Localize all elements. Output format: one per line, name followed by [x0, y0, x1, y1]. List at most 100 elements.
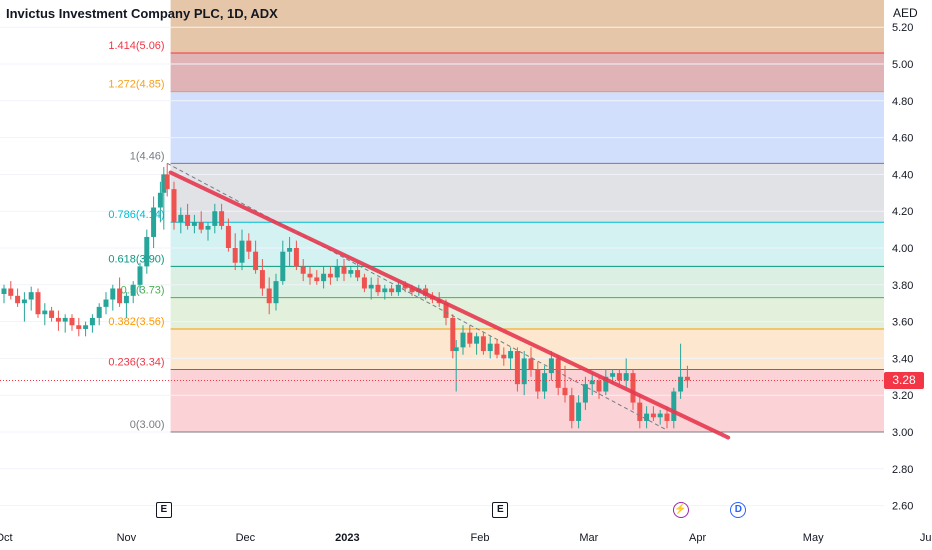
candle-body[interactable] — [232, 248, 238, 263]
candle-body[interactable] — [287, 248, 293, 252]
candle-body[interactable] — [96, 306, 102, 318]
candle-body[interactable] — [144, 236, 150, 267]
candle-body[interactable] — [443, 303, 449, 318]
candle-body[interactable] — [273, 281, 279, 304]
candle-body[interactable] — [300, 266, 306, 274]
candle-body[interactable] — [246, 240, 252, 252]
candle-body[interactable] — [460, 332, 466, 348]
candle-body[interactable] — [130, 284, 136, 296]
candle-body[interactable] — [450, 317, 456, 352]
candle-body[interactable] — [596, 380, 602, 392]
candle-body[interactable] — [494, 343, 500, 355]
candle-body[interactable] — [28, 292, 34, 300]
candle-body[interactable] — [657, 413, 663, 418]
candle-body[interactable] — [382, 288, 388, 293]
candle-body[interactable] — [205, 225, 211, 230]
candle-body[interactable] — [487, 343, 493, 352]
candle-body[interactable] — [637, 402, 643, 421]
candle-body[interactable] — [542, 373, 548, 392]
candle-body[interactable] — [49, 310, 55, 318]
candle-body[interactable] — [35, 292, 41, 315]
candle-body[interactable] — [89, 317, 95, 326]
candle-body[interactable] — [402, 284, 408, 289]
candle-body[interactable] — [603, 376, 609, 392]
candle-body[interactable] — [293, 248, 299, 267]
symbol-title[interactable]: Invictus Investment Company PLC, 1D, ADX — [6, 6, 278, 21]
candle-body[interactable] — [630, 373, 636, 403]
candle-body[interactable] — [616, 373, 622, 381]
candle-body[interactable] — [69, 317, 75, 326]
candle-body[interactable] — [395, 284, 401, 293]
candle-body[interactable] — [83, 325, 89, 329]
candle-body[interactable] — [327, 273, 333, 278]
candle-body[interactable] — [375, 284, 381, 293]
candle-body[interactable] — [321, 273, 327, 282]
candle-body[interactable] — [15, 295, 21, 304]
candle-body[interactable] — [678, 376, 684, 392]
candle-body[interactable] — [110, 288, 116, 300]
candle-body[interactable] — [178, 214, 184, 223]
candle-body[interactable] — [355, 270, 361, 278]
candle-body[interactable] — [212, 211, 218, 226]
candle-body[interactable] — [191, 222, 197, 226]
candle-body[interactable] — [103, 299, 109, 307]
candle-body[interactable] — [225, 225, 231, 248]
candle-body[interactable] — [671, 391, 677, 421]
earnings-marker-nov[interactable]: E — [155, 502, 172, 518]
dividend-bolt-marker[interactable]: ⚡ — [672, 502, 689, 518]
candle-body[interactable] — [259, 270, 265, 289]
candle-body[interactable] — [684, 376, 690, 381]
candle-body[interactable] — [157, 192, 163, 208]
candle-body[interactable] — [650, 413, 656, 418]
candle-body[interactable] — [1, 288, 7, 294]
candle-body[interactable] — [42, 310, 48, 315]
candle-body[interactable] — [589, 380, 595, 385]
candle-body[interactable] — [548, 358, 554, 374]
candle-body[interactable] — [623, 373, 629, 381]
candle-body[interactable] — [185, 214, 191, 226]
candle-body[interactable] — [117, 288, 123, 304]
candle-body[interactable] — [576, 402, 582, 421]
candle-body[interactable] — [569, 395, 575, 421]
candle-body[interactable] — [161, 174, 167, 193]
candle-body[interactable] — [334, 266, 340, 278]
candle-body[interactable] — [164, 174, 170, 190]
candle-body[interactable] — [253, 251, 259, 271]
candle-body[interactable] — [582, 384, 588, 403]
candle-body[interactable] — [644, 413, 650, 421]
candle-body[interactable] — [555, 358, 561, 388]
candle-body[interactable] — [562, 387, 568, 396]
candle-body[interactable] — [368, 284, 374, 289]
candle-body[interactable] — [171, 189, 177, 223]
candle-body[interactable] — [314, 277, 320, 282]
candle-body[interactable] — [151, 207, 157, 237]
candle-body[interactable] — [467, 332, 473, 344]
candle-body[interactable] — [664, 413, 670, 421]
candle-body[interactable] — [280, 251, 286, 282]
candle-body[interactable] — [8, 288, 14, 296]
candle-body[interactable] — [508, 351, 514, 359]
candle-body[interactable] — [239, 240, 245, 263]
candle-body[interactable] — [21, 299, 27, 304]
candle-body[interactable] — [266, 288, 272, 304]
candle-body[interactable] — [501, 354, 507, 359]
candle-body[interactable] — [610, 373, 616, 377]
candle-body[interactable] — [219, 211, 225, 226]
candle-body[interactable] — [123, 295, 129, 304]
earnings-marker-feb[interactable]: E — [492, 502, 509, 518]
candle-body[interactable] — [198, 222, 204, 230]
candle-body[interactable] — [521, 358, 527, 385]
candle-body[interactable] — [514, 351, 520, 385]
candle-body[interactable] — [474, 336, 480, 344]
candle-body[interactable] — [348, 270, 354, 274]
candle-body[interactable] — [62, 317, 68, 322]
candle-body[interactable] — [137, 266, 143, 285]
candle-body[interactable] — [389, 288, 395, 293]
channel-line[interactable] — [166, 162, 668, 431]
candle-body[interactable] — [341, 266, 347, 274]
candle-body[interactable] — [409, 288, 415, 293]
candle-body[interactable] — [528, 358, 534, 370]
dividend-d-marker[interactable]: D — [730, 502, 747, 518]
